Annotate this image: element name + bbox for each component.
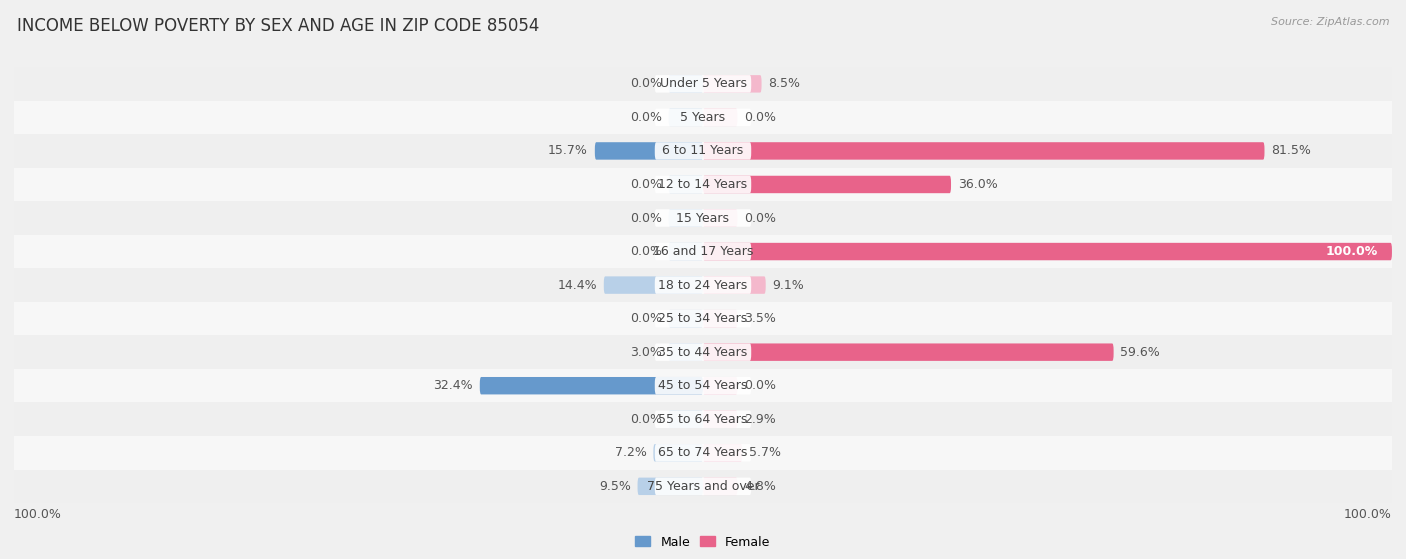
FancyBboxPatch shape: [595, 142, 703, 160]
FancyBboxPatch shape: [703, 243, 1392, 260]
Text: Source: ZipAtlas.com: Source: ZipAtlas.com: [1271, 17, 1389, 27]
Text: 81.5%: 81.5%: [1271, 144, 1312, 158]
FancyBboxPatch shape: [655, 176, 751, 193]
FancyBboxPatch shape: [655, 276, 751, 294]
FancyBboxPatch shape: [669, 209, 703, 227]
Bar: [14, 436, 1392, 470]
FancyBboxPatch shape: [703, 108, 738, 126]
Text: 36.0%: 36.0%: [957, 178, 998, 191]
Bar: [14, 335, 1392, 369]
Text: INCOME BELOW POVERTY BY SEX AND AGE IN ZIP CODE 85054: INCOME BELOW POVERTY BY SEX AND AGE IN Z…: [17, 17, 540, 35]
Text: 0.0%: 0.0%: [744, 211, 776, 225]
Text: 0.0%: 0.0%: [630, 111, 662, 124]
Text: 0.0%: 0.0%: [630, 312, 662, 325]
Text: 8.5%: 8.5%: [769, 77, 800, 91]
Text: 15.7%: 15.7%: [548, 144, 588, 158]
Text: 0.0%: 0.0%: [744, 111, 776, 124]
FancyBboxPatch shape: [703, 343, 1114, 361]
Text: 25 to 34 Years: 25 to 34 Years: [658, 312, 748, 325]
Text: 14.4%: 14.4%: [557, 278, 598, 292]
FancyBboxPatch shape: [479, 377, 703, 395]
FancyBboxPatch shape: [603, 276, 703, 294]
Text: 100.0%: 100.0%: [1326, 245, 1378, 258]
Text: 65 to 74 Years: 65 to 74 Years: [658, 446, 748, 459]
Text: 59.6%: 59.6%: [1121, 345, 1160, 359]
Text: 9.5%: 9.5%: [599, 480, 631, 493]
FancyBboxPatch shape: [655, 75, 751, 93]
FancyBboxPatch shape: [703, 75, 762, 93]
Text: 5.7%: 5.7%: [749, 446, 782, 459]
FancyBboxPatch shape: [637, 477, 703, 495]
Text: 0.0%: 0.0%: [744, 379, 776, 392]
Bar: [14, 67, 1392, 101]
Bar: [14, 470, 1392, 503]
Bar: [14, 101, 1392, 134]
FancyBboxPatch shape: [703, 176, 950, 193]
Bar: [14, 369, 1392, 402]
Text: 55 to 64 Years: 55 to 64 Years: [658, 413, 748, 426]
Text: 4.8%: 4.8%: [744, 480, 776, 493]
FancyBboxPatch shape: [655, 444, 751, 462]
FancyBboxPatch shape: [703, 444, 742, 462]
Text: 75 Years and over: 75 Years and over: [647, 480, 759, 493]
Text: 3.0%: 3.0%: [630, 345, 662, 359]
Text: 15 Years: 15 Years: [676, 211, 730, 225]
Text: 100.0%: 100.0%: [1344, 508, 1392, 521]
FancyBboxPatch shape: [655, 142, 751, 160]
Text: 9.1%: 9.1%: [772, 278, 804, 292]
FancyBboxPatch shape: [703, 310, 738, 328]
Legend: Male, Female: Male, Female: [630, 530, 776, 553]
Text: 0.0%: 0.0%: [630, 77, 662, 91]
FancyBboxPatch shape: [669, 75, 703, 93]
FancyBboxPatch shape: [669, 243, 703, 260]
Text: 6 to 11 Years: 6 to 11 Years: [662, 144, 744, 158]
FancyBboxPatch shape: [703, 477, 738, 495]
Text: 35 to 44 Years: 35 to 44 Years: [658, 345, 748, 359]
Bar: [14, 134, 1392, 168]
FancyBboxPatch shape: [669, 108, 703, 126]
FancyBboxPatch shape: [669, 176, 703, 193]
Bar: [14, 201, 1392, 235]
Text: 7.2%: 7.2%: [614, 446, 647, 459]
FancyBboxPatch shape: [654, 444, 703, 462]
FancyBboxPatch shape: [703, 142, 1264, 160]
Text: 45 to 54 Years: 45 to 54 Years: [658, 379, 748, 392]
FancyBboxPatch shape: [655, 477, 751, 495]
Text: Under 5 Years: Under 5 Years: [659, 77, 747, 91]
Text: 3.5%: 3.5%: [744, 312, 776, 325]
FancyBboxPatch shape: [655, 209, 751, 227]
FancyBboxPatch shape: [655, 377, 751, 395]
FancyBboxPatch shape: [669, 343, 703, 361]
Text: 0.0%: 0.0%: [630, 413, 662, 426]
Bar: [14, 235, 1392, 268]
FancyBboxPatch shape: [655, 310, 751, 328]
Bar: [14, 402, 1392, 436]
FancyBboxPatch shape: [655, 343, 751, 361]
Bar: [14, 268, 1392, 302]
Text: 100.0%: 100.0%: [14, 508, 62, 521]
Text: 0.0%: 0.0%: [630, 211, 662, 225]
FancyBboxPatch shape: [703, 276, 766, 294]
FancyBboxPatch shape: [703, 377, 738, 395]
Bar: [14, 302, 1392, 335]
FancyBboxPatch shape: [669, 310, 703, 328]
Text: 5 Years: 5 Years: [681, 111, 725, 124]
FancyBboxPatch shape: [703, 209, 738, 227]
FancyBboxPatch shape: [669, 410, 703, 428]
Text: 18 to 24 Years: 18 to 24 Years: [658, 278, 748, 292]
FancyBboxPatch shape: [655, 108, 751, 126]
FancyBboxPatch shape: [703, 410, 738, 428]
Bar: [14, 168, 1392, 201]
FancyBboxPatch shape: [655, 410, 751, 428]
Text: 16 and 17 Years: 16 and 17 Years: [652, 245, 754, 258]
FancyBboxPatch shape: [655, 243, 751, 260]
Text: 2.9%: 2.9%: [744, 413, 776, 426]
Text: 0.0%: 0.0%: [630, 178, 662, 191]
Text: 12 to 14 Years: 12 to 14 Years: [658, 178, 748, 191]
Text: 32.4%: 32.4%: [433, 379, 472, 392]
Text: 0.0%: 0.0%: [630, 245, 662, 258]
